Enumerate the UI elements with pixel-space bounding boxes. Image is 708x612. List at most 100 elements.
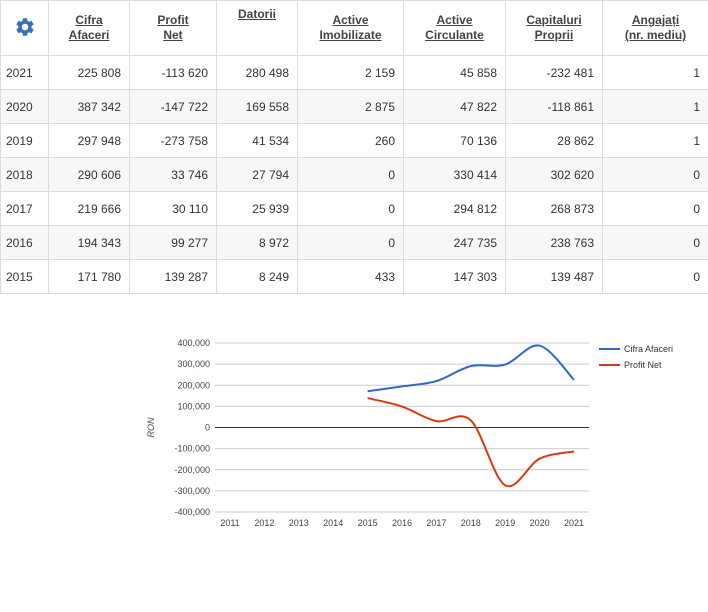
- col-datorii[interactable]: Datorii: [216, 0, 298, 56]
- col-capitaluri-proprii[interactable]: Capitaluri Proprii: [505, 0, 603, 56]
- y-tick-label: -200,000: [174, 465, 210, 475]
- year-cell: 2015: [0, 259, 49, 294]
- x-tick-label: 2018: [461, 518, 481, 528]
- value-cell: 0: [602, 157, 708, 192]
- y-tick-label: 300,000: [177, 359, 210, 369]
- value-cell: -147 722: [129, 89, 217, 124]
- value-cell: 0: [297, 191, 404, 226]
- y-tick-label: 400,000: [177, 338, 210, 348]
- x-tick-label: 2012: [254, 518, 274, 528]
- value-cell: 194 343: [48, 225, 130, 260]
- y-tick-label: 100,000: [177, 401, 210, 411]
- x-tick-label: 2019: [495, 518, 515, 528]
- value-cell: 297 948: [48, 123, 130, 158]
- year-cell: 2018: [0, 157, 49, 192]
- value-cell: 169 558: [216, 89, 298, 124]
- x-tick-label: 2021: [564, 518, 584, 528]
- settings-button[interactable]: [0, 0, 49, 56]
- col-angajati[interactable]: Angajați (nr. mediu): [602, 0, 708, 56]
- value-cell: 47 822: [403, 89, 506, 124]
- value-cell: -118 861: [505, 89, 603, 124]
- table-row: 2015 171 780 139 287 8 249 433 147 303 139 487…: [0, 259, 708, 294]
- value-cell: 225 808: [48, 55, 130, 90]
- value-cell: 147 303: [403, 259, 506, 294]
- year-cell: 2021: [0, 55, 49, 90]
- value-cell: 41 534: [216, 123, 298, 158]
- value-cell: 99 277: [129, 225, 217, 260]
- table-row: 2021 225 808 -113 620 280 498 2 159 45 858 -23…: [0, 55, 708, 90]
- value-cell: 8 972: [216, 225, 298, 260]
- value-cell: 0: [602, 259, 708, 294]
- value-cell: 302 620: [505, 157, 603, 192]
- table-row: 2016 194 343 99 277 8 972 0 247 735 238 763 0: [0, 225, 708, 260]
- value-cell: 25 939: [216, 191, 298, 226]
- value-cell: 433: [297, 259, 404, 294]
- y-axis-label: RON: [146, 417, 156, 438]
- col-profit-net[interactable]: Profit Net: [129, 0, 217, 56]
- x-tick-label: 2017: [426, 518, 446, 528]
- value-cell: 0: [297, 225, 404, 260]
- year-cell: 2020: [0, 89, 49, 124]
- x-tick-label: 2016: [392, 518, 412, 528]
- col-active-circulante[interactable]: Active Circulante: [403, 0, 506, 56]
- value-cell: 171 780: [48, 259, 130, 294]
- value-cell: 1: [602, 123, 708, 158]
- value-cell: 294 812: [403, 191, 506, 226]
- value-cell: 28 862: [505, 123, 603, 158]
- series-line-profit-net: [367, 397, 575, 488]
- value-cell: 247 735: [403, 225, 506, 260]
- y-tick-label: -300,000: [174, 486, 210, 496]
- legend-label: Cifra Afaceri: [624, 344, 673, 354]
- x-tick-label: 2014: [323, 518, 343, 528]
- value-cell: 280 498: [216, 55, 298, 90]
- value-cell: 1: [602, 89, 708, 124]
- value-cell: 0: [602, 225, 708, 260]
- y-tick-label: 0: [205, 423, 210, 433]
- table-row: 2019 297 948 -273 758 41 534 260 70 136 28 862…: [0, 123, 708, 158]
- y-tick-label: -400,000: [174, 507, 210, 517]
- value-cell: 387 342: [48, 89, 130, 124]
- value-cell: -273 758: [129, 123, 217, 158]
- x-tick-label: 2015: [358, 518, 378, 528]
- year-cell: 2016: [0, 225, 49, 260]
- value-cell: 260: [297, 123, 404, 158]
- value-cell: 0: [602, 191, 708, 226]
- col-cifra-afaceri[interactable]: Cifra Afaceri: [48, 0, 130, 56]
- value-cell: 2 159: [297, 55, 404, 90]
- value-cell: -232 481: [505, 55, 603, 90]
- value-cell: -113 620: [129, 55, 217, 90]
- series-line-cifra-afaceri: [367, 344, 575, 393]
- year-cell: 2017: [0, 191, 49, 226]
- x-tick-label: 2011: [220, 518, 239, 528]
- value-cell: 290 606: [48, 157, 130, 192]
- value-cell: 45 858: [403, 55, 506, 90]
- gear-icon[interactable]: [14, 16, 36, 38]
- value-cell: 238 763: [505, 225, 603, 260]
- y-tick-label: 200,000: [177, 380, 210, 390]
- table-row: 2020 387 342 -147 722 169 558 2 875 47 822 -11…: [0, 89, 708, 124]
- table-header-row: Cifra Afaceri Profit Net Datorii Active Imo…: [0, 0, 708, 56]
- value-cell: 70 136: [403, 123, 506, 158]
- col-active-imobilizate[interactable]: Active Imobilizate: [297, 0, 404, 56]
- value-cell: 139 487: [505, 259, 603, 294]
- value-cell: 8 249: [216, 259, 298, 294]
- value-cell: 33 746: [129, 157, 217, 192]
- table-row: 2018 290 606 33 746 27 794 0 330 414 302 620 0: [0, 157, 708, 192]
- value-cell: 30 110: [129, 191, 217, 226]
- x-tick-label: 2013: [289, 518, 309, 528]
- value-cell: 1: [602, 55, 708, 90]
- x-tick-label: 2020: [530, 518, 550, 528]
- table-row: 2017 219 666 30 110 25 939 0 294 812 268 873 0: [0, 191, 708, 226]
- financial-line-chart: 400,000 300,000 200,000 100,000 0 -100,000 -20…: [146, 338, 673, 528]
- value-cell: 27 794: [216, 157, 298, 192]
- value-cell: 268 873: [505, 191, 603, 226]
- legend-label: Profit Net: [624, 360, 662, 370]
- year-cell: 2019: [0, 123, 49, 158]
- value-cell: 0: [297, 157, 404, 192]
- value-cell: 139 287: [129, 259, 217, 294]
- financial-table: Cifra Afaceri Profit Net Datorii Active Imo…: [0, 0, 708, 294]
- y-tick-label: -100,000: [174, 444, 210, 454]
- value-cell: 330 414: [403, 157, 506, 192]
- value-cell: 219 666: [48, 191, 130, 226]
- value-cell: 2 875: [297, 89, 404, 124]
